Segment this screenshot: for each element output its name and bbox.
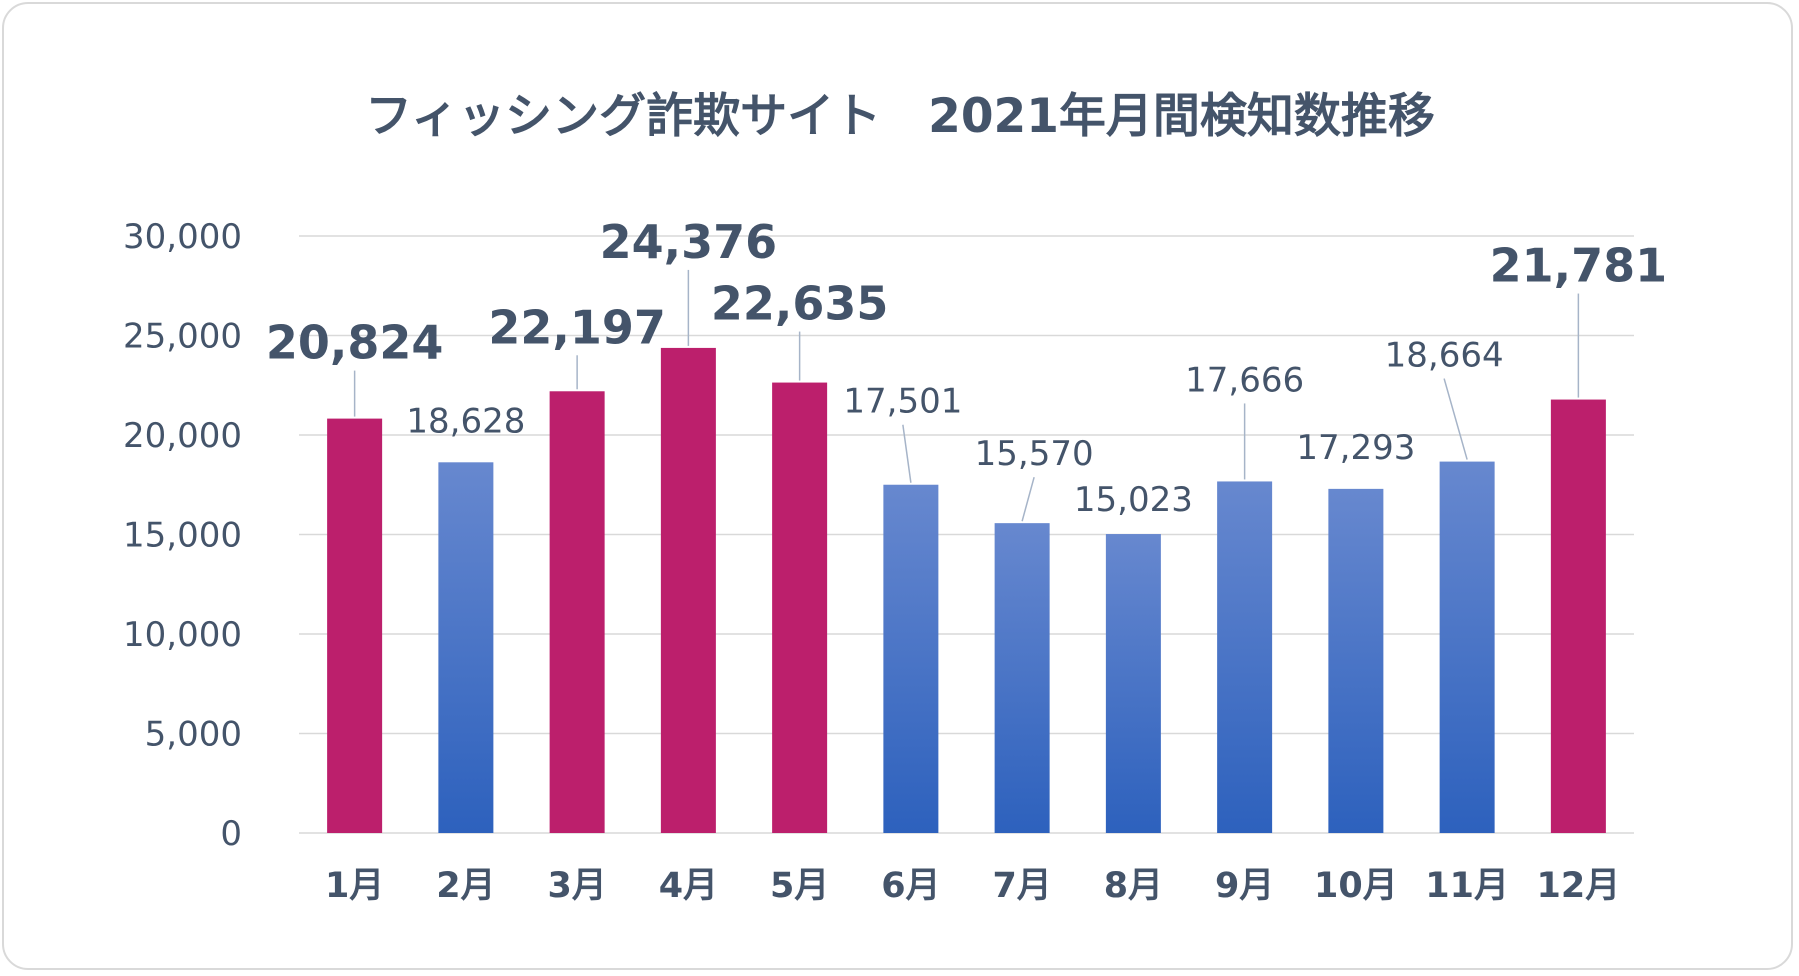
y-axis-ticks: 0 5,000 10,000 15,000 20,000 25,000 30,000: [123, 217, 242, 854]
x-tick-label: 6月: [881, 866, 940, 906]
bar-11: [1439, 461, 1495, 833]
bar-9: [1217, 481, 1273, 833]
data-label-6: 17,501: [843, 382, 962, 422]
x-tick-label: 7月: [992, 866, 1051, 906]
bar-10: [1328, 488, 1384, 833]
x-tick-label: 8月: [1104, 866, 1163, 906]
y-tick-label: 15,000: [123, 516, 242, 556]
leader-line: [1021, 476, 1035, 522]
data-label-2: 18,628: [406, 401, 525, 441]
data-label-8: 15,023: [1074, 480, 1193, 520]
y-tick-label: 10,000: [123, 615, 242, 655]
bar-6: [883, 484, 939, 833]
data-label-10: 17,293: [1296, 428, 1415, 468]
x-tick-label: 1月: [325, 866, 384, 906]
bar-1: [327, 418, 383, 833]
x-tick-label: 3月: [547, 866, 606, 906]
chart-title: フィッシング詐欺サイト 2021年月間検知数推移: [365, 89, 1435, 144]
x-tick-label: 4月: [659, 866, 718, 906]
data-label-12: 21,781: [1490, 239, 1668, 293]
x-tick-label: 10月: [1314, 866, 1398, 906]
leader-line: [1443, 378, 1468, 460]
bar-2: [438, 462, 494, 833]
data-label-9: 17,666: [1185, 360, 1304, 400]
y-tick-label: 20,000: [123, 416, 242, 456]
bars: [327, 347, 1606, 833]
x-tick-label: 5月: [770, 866, 829, 906]
data-labels: 20,824 18,628 22,197 24,376 22,635 17,501 15,5…: [266, 215, 1667, 520]
leader-lines: [353, 269, 1580, 522]
y-tick-label: 25,000: [123, 317, 242, 357]
y-tick-label: 0: [220, 814, 242, 854]
data-label-4: 24,376: [600, 215, 778, 269]
bar-12: [1550, 399, 1606, 833]
data-label-1: 20,824: [266, 316, 444, 370]
bar-3: [549, 391, 605, 833]
bar-8: [1105, 534, 1161, 833]
bar-chart: フィッシング詐欺サイト 2021年月間検知数推移 0 5,000 10,000 15,…: [123, 89, 1667, 906]
x-axis-ticks: 1月 2月 3月 4月 5月 6月 7月 8月 9月 10月 11月 12月: [325, 866, 1620, 906]
bar-7: [994, 523, 1050, 833]
leader-line: [902, 424, 912, 483]
y-tick-label: 30,000: [123, 217, 242, 257]
x-tick-label: 9月: [1215, 866, 1274, 906]
data-label-11: 18,664: [1385, 336, 1504, 376]
gridlines: [299, 235, 1634, 834]
bar-5: [772, 382, 828, 833]
x-tick-label: 12月: [1537, 866, 1621, 906]
data-label-3: 22,197: [488, 300, 666, 354]
bar-4: [660, 347, 716, 833]
y-tick-label: 5,000: [145, 715, 242, 755]
data-label-7: 15,570: [975, 434, 1094, 474]
x-tick-label: 2月: [436, 866, 495, 906]
data-label-5: 22,635: [711, 277, 889, 331]
x-tick-label: 11月: [1425, 866, 1509, 906]
